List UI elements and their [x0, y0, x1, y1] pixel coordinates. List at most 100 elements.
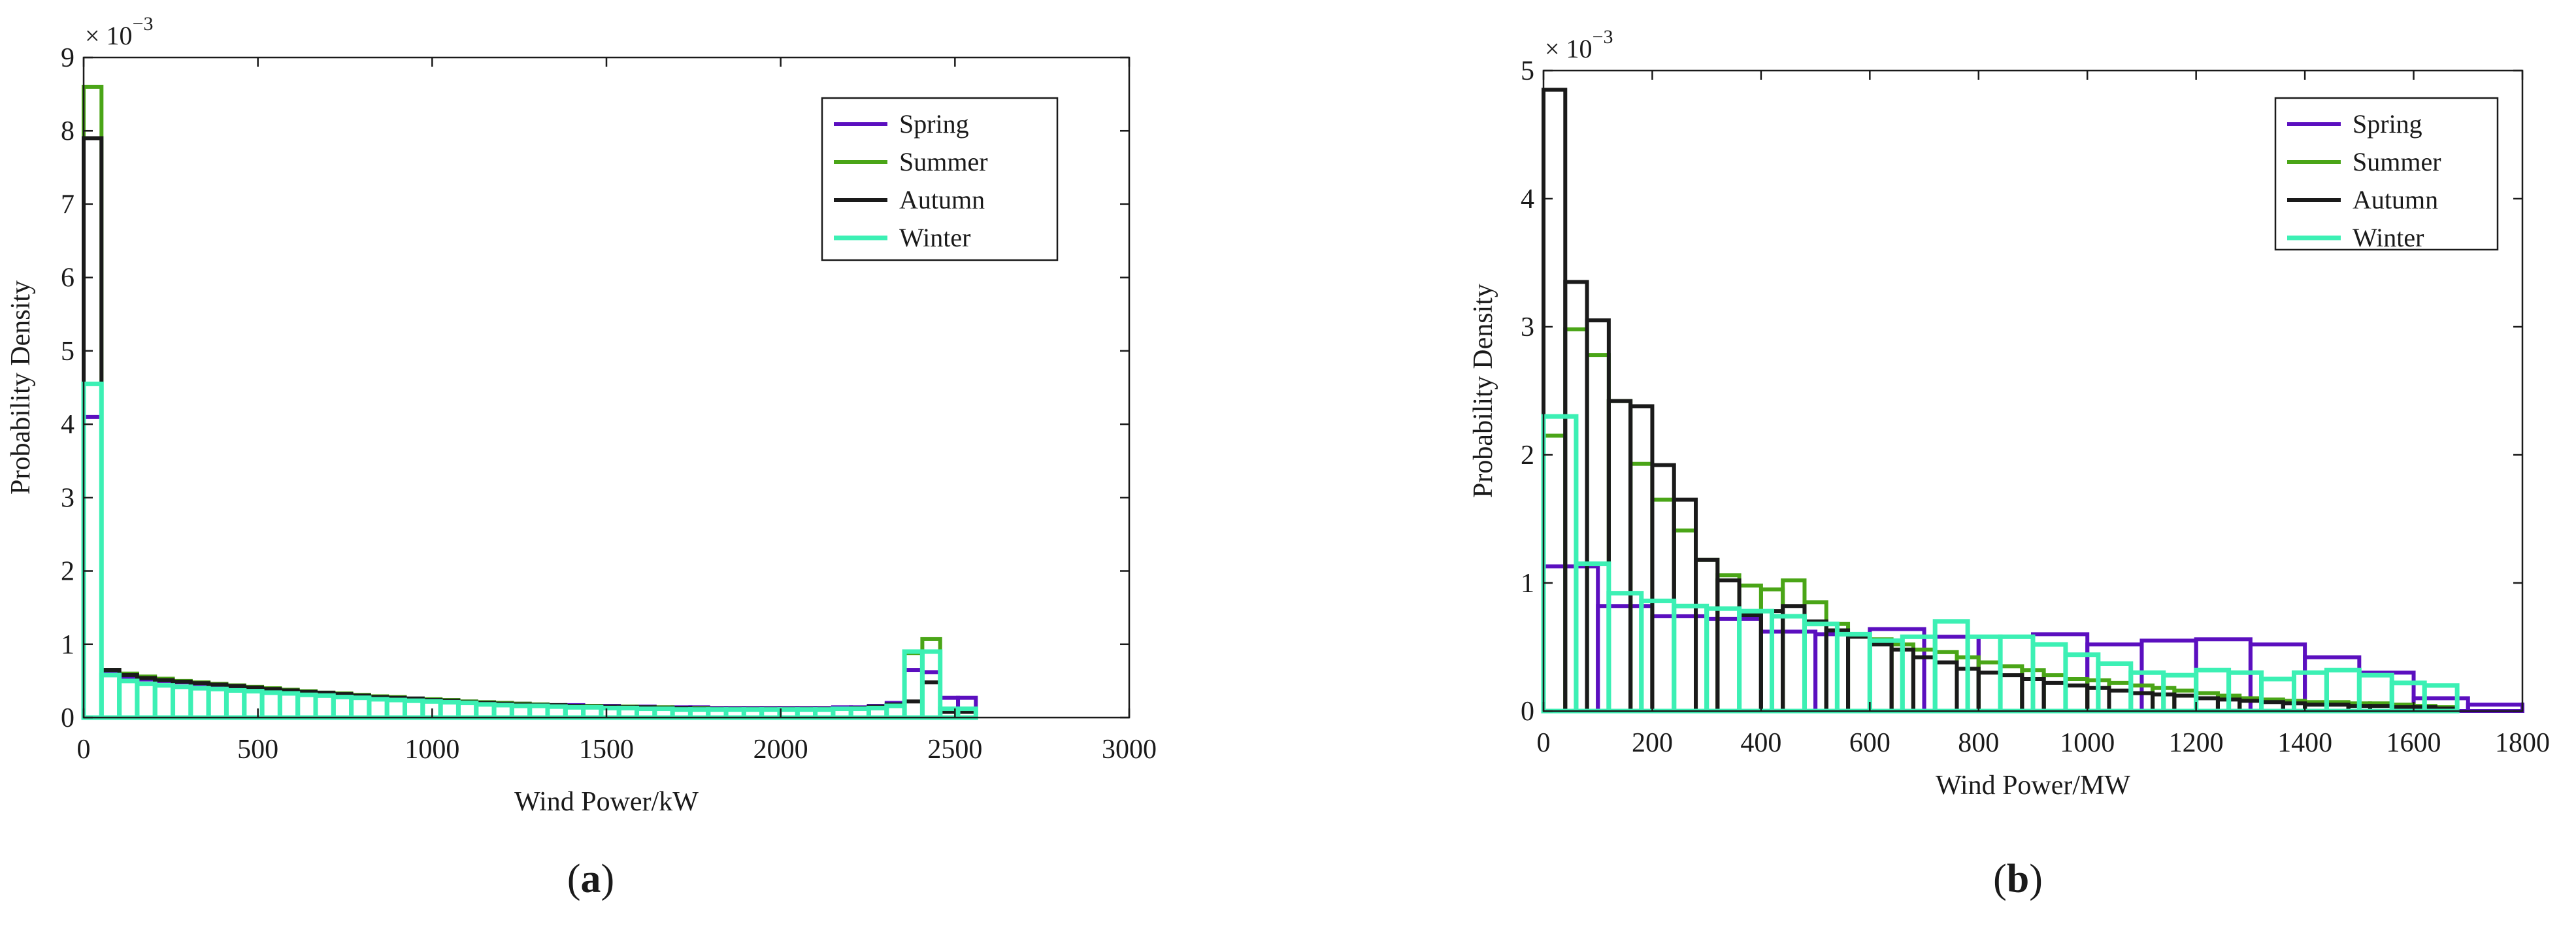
bar-winter [741, 707, 765, 720]
bar-spring [902, 668, 925, 720]
bar-winter [1834, 631, 1872, 714]
y-tick-label: 4 [1521, 184, 1534, 214]
legend-label-summer: Summer [899, 147, 988, 176]
bar-autumn [1868, 642, 1894, 714]
bar-winter [455, 701, 479, 720]
x-tick-label: 1500 [579, 735, 634, 765]
bar-spring [1759, 629, 1818, 713]
bar-spring [82, 414, 104, 720]
y-tick-label: 1 [61, 630, 74, 660]
bar-winter [884, 703, 907, 720]
legend-label-winter: Winter [899, 223, 970, 252]
bar-winter [295, 692, 318, 720]
y-tick-label: 0 [61, 703, 74, 733]
bar-summer [2194, 691, 2220, 714]
bar-winter [259, 690, 282, 720]
legend: Spring Summer Autumn Winter [821, 97, 1059, 261]
x-tick-label: 600 [1849, 728, 1891, 758]
bar-winter [81, 381, 104, 720]
panel-label-letter: a [581, 857, 601, 901]
y-exponent-prefix: × 10 [85, 21, 133, 50]
x-tick-label: 1000 [2060, 728, 2115, 758]
bar-winter [777, 707, 800, 720]
legend-label-spring: Spring [2353, 109, 2422, 139]
bar-winter [919, 649, 943, 720]
bar-autumn [2063, 683, 2090, 714]
bar-winter [1672, 603, 1709, 714]
bar-autumn [2107, 688, 2133, 714]
bar-winter [349, 695, 372, 720]
bar-winter [848, 706, 871, 720]
bar-autumn [82, 136, 104, 720]
panel-label-close: ) [601, 857, 615, 901]
legend-label-summer: Summer [2353, 147, 2441, 176]
bar-spring [1650, 614, 1709, 714]
bar-winter [635, 706, 657, 720]
legend-label-spring: Spring [899, 109, 969, 139]
panel-label: (b) [1993, 857, 2043, 901]
bar-spring [1596, 604, 1655, 714]
bar-winter [652, 706, 675, 720]
bar-winter [171, 684, 193, 720]
bar-winter [813, 707, 836, 720]
y-tick-label: 5 [61, 337, 74, 367]
x-axis-label: Wind Power/MW [1936, 771, 2130, 801]
y-tick-label: 0 [1521, 697, 1534, 727]
bar-summer [1976, 660, 2003, 714]
y-axis-label: Probability Density [6, 280, 36, 495]
bar-spring [2466, 703, 2525, 713]
bar-summer [1672, 528, 1698, 713]
bar-winter [1802, 622, 1840, 714]
bar-winter [277, 691, 301, 720]
bar-winter [2259, 676, 2296, 714]
x-tick-label: 1800 [2495, 728, 2550, 758]
plot-frame [1542, 69, 2524, 712]
bar-spring [1704, 616, 1763, 713]
bar-spring [1813, 632, 1872, 714]
bar-winter [99, 673, 122, 720]
bar-summer [1650, 497, 1676, 713]
bar-winter [1606, 591, 1644, 714]
y-tick-label: 6 [61, 263, 74, 293]
bar-winter [135, 681, 157, 720]
bar-autumn [1715, 578, 1742, 714]
bar-winter [313, 693, 336, 720]
x-tick-label: 800 [1958, 728, 1999, 758]
bar-winter [670, 707, 693, 720]
bar-winter [509, 703, 533, 720]
bar-winter [1704, 606, 1742, 714]
bar-winter [384, 697, 408, 720]
bar-winter [223, 688, 247, 720]
bar-summer [1715, 573, 1742, 713]
x-tick-label: 3000 [1102, 735, 1157, 765]
series-winter [1541, 414, 2460, 714]
bar-summer [1542, 433, 1568, 713]
bar-winter [2194, 667, 2232, 714]
panel-label: (a) [567, 857, 614, 901]
x-tick-label: 1200 [2169, 728, 2224, 758]
bar-winter [2226, 670, 2264, 714]
bar-winter [795, 707, 818, 720]
legend-label-autumn: Autumn [899, 185, 985, 214]
bar-winter [723, 707, 746, 720]
x-tick-label: 1000 [405, 735, 459, 765]
bar-autumn [902, 699, 925, 720]
bar-winter [581, 705, 604, 720]
bar-winter [1541, 414, 1579, 714]
y-tick-label: 2 [61, 557, 74, 587]
y-tick-label: 9 [61, 43, 74, 73]
y-exponent-label: × 10−3 [85, 13, 153, 50]
panel-a-chart: 0 500 1000 1500 2000 2500 3000 0 1 2 3 4 5 6 7 8 9 × 10−3… [6, 13, 1157, 901]
bar-winter [759, 707, 782, 720]
panel-label-letter: b [2007, 857, 2029, 901]
bar-winter [242, 689, 265, 720]
legend-label-winter: Winter [2353, 223, 2424, 252]
bar-winter [152, 683, 176, 720]
bar-winter [902, 649, 925, 720]
bar-summer [1737, 583, 1763, 713]
bar-winter [438, 699, 461, 720]
x-tick-label: 500 [237, 735, 278, 765]
bar-winter [117, 678, 140, 720]
bar-spring [117, 675, 139, 720]
bar-winter [2063, 652, 2101, 714]
